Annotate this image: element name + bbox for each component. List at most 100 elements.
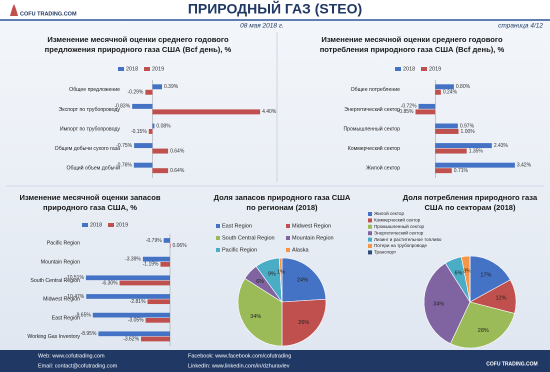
slice-label: 24% (297, 278, 308, 284)
bar (435, 84, 454, 90)
legend-swatch (118, 67, 124, 71)
chart-title: потребления природного газа США (Bcf ден… (320, 45, 505, 54)
legend-label: Pacific Region (222, 247, 257, 253)
chart-title: Изменение месячной оценки запасов (19, 193, 160, 202)
value-label: 3.42% (517, 163, 532, 169)
bar (152, 109, 261, 115)
bar (152, 148, 169, 154)
legend-swatch (368, 250, 372, 255)
logo: COFU TRADING.COM (20, 11, 77, 17)
legend-swatch (216, 248, 220, 252)
legend-swatch (368, 218, 372, 223)
legend-swatch (144, 67, 150, 71)
category-label: Общий объем добычи (66, 165, 120, 172)
value-label: 0.39% (164, 84, 179, 90)
bar (132, 103, 153, 109)
value-label: -3.62% (123, 336, 139, 342)
legend-label: 2019 (152, 66, 164, 72)
value-label: -6.30% (102, 280, 118, 286)
category-label: East Region (52, 315, 80, 321)
category-label: Mountain Region (41, 259, 80, 265)
value-label: 0.06% (172, 243, 187, 249)
category-label: Энергетический сектор (344, 106, 400, 113)
bar (148, 129, 153, 134)
slice-label: 12% (496, 296, 507, 302)
bar (435, 148, 467, 154)
category-label: Коммерческий сектор (348, 145, 400, 152)
bar (435, 89, 441, 95)
category-label: Промышленный сектор (343, 125, 400, 132)
legend-label: 2018 (90, 222, 102, 228)
value-label: 4.40% (262, 109, 277, 115)
slice-label: 34% (433, 301, 444, 307)
legend-swatch (368, 231, 372, 236)
bar (435, 143, 492, 149)
legend-label: Mountain Region (292, 235, 334, 241)
legend-swatch (286, 224, 290, 228)
slice-label: 9% (268, 271, 276, 277)
chart-title: предложения природного газа США (Bcf ден… (45, 45, 232, 54)
slice-label: 6% (455, 270, 463, 276)
chart-title: природного газа США, % (43, 203, 137, 212)
legend-label: Midwest Region (292, 223, 331, 229)
logo-icon (10, 4, 18, 16)
slice-label: 26% (298, 320, 309, 326)
pie-slice (423, 262, 471, 345)
bar (134, 143, 153, 149)
value-label: -10.47% (66, 294, 85, 300)
category-label: Midwest Region (43, 297, 80, 303)
value-label: -0.79% (146, 238, 162, 244)
legend-label: Коммерческий сектор (374, 217, 421, 223)
footer-band (0, 350, 550, 372)
category-label: Импорт по трубопроводу (60, 126, 120, 132)
chart-title: Доля запасов природного газа США (214, 193, 351, 202)
legend-swatch (395, 67, 401, 71)
bar (435, 129, 459, 134)
legend-label: 2018 (126, 66, 138, 72)
category-label: Общее предложение (69, 87, 120, 93)
pie-slice (281, 298, 327, 347)
legend-label: South Central Region (222, 235, 275, 241)
bar (435, 162, 515, 168)
footer-logo: COFU TRADING.COM (486, 361, 537, 367)
category-label: Pacific Region (47, 241, 80, 247)
bar (145, 89, 153, 95)
legend-label: Промышленный сектор (374, 223, 425, 229)
footer-facebook: Facebook: www.facebook.com/cofutrading (188, 353, 291, 359)
slice-label: 1% (277, 270, 285, 276)
category-label: Общее потребление (351, 87, 401, 93)
category-label: South Central Region (30, 278, 80, 284)
legend-swatch (286, 248, 290, 252)
value-label: -3.05% (128, 318, 144, 324)
slice-label: 3% (463, 268, 471, 274)
bar (415, 109, 436, 115)
value-label: -2.81% (130, 299, 146, 305)
bar (119, 280, 170, 286)
bar (92, 312, 170, 318)
slice-label: 6% (256, 279, 264, 285)
chart-title: Изменение месячной оценки среднего годов… (321, 35, 503, 44)
legend-swatch (216, 236, 220, 240)
value-label: -3.39% (125, 256, 141, 262)
value-label: 1.35% (469, 148, 484, 154)
value-label: 0.08% (156, 123, 171, 129)
pie-slice (450, 301, 515, 349)
legend-label: Alaska (292, 247, 309, 253)
legend-swatch (368, 224, 372, 229)
bar (152, 123, 155, 129)
category-label: Working Gas Inventory (27, 334, 80, 340)
slice-label: 34% (250, 314, 261, 320)
category-label: Экспорт по трубопроводу (59, 107, 121, 113)
bar (418, 103, 436, 109)
bar (435, 123, 458, 129)
bar (145, 318, 170, 323)
pie-slice (278, 257, 283, 303)
chart-title: США по секторам (2018) (424, 203, 516, 212)
legend-swatch (368, 244, 372, 248)
value-label: -10.51% (65, 275, 84, 281)
legend-label: Энергетический сектор (374, 229, 424, 235)
legend-swatch (368, 212, 372, 216)
legend-swatch (286, 236, 290, 240)
value-label: 0.97% (460, 123, 475, 129)
